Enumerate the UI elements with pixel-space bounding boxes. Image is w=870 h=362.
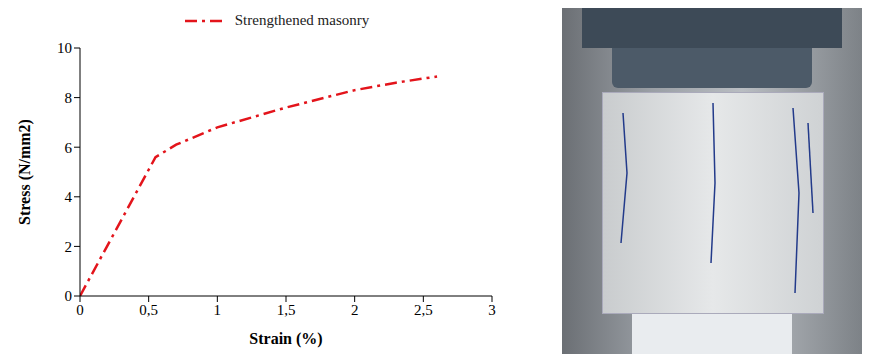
svg-text:0: 0 — [65, 288, 73, 304]
svg-text:6: 6 — [65, 140, 73, 156]
html-text:Strengthened masonry: Strengthened masonry — [234, 12, 370, 28]
svg-text:0: 0 — [76, 302, 84, 318]
svg-text:2,5: 2,5 — [414, 302, 433, 318]
svg-text:4: 4 — [65, 189, 73, 205]
svg-text:3: 3 — [488, 302, 496, 318]
svg-text:2: 2 — [65, 239, 73, 255]
svg-text:2: 2 — [351, 302, 359, 318]
svg-text:8: 8 — [65, 90, 73, 106]
svg-text:Stress (N/mm2): Stress (N/mm2) — [16, 119, 34, 225]
svg-text:0,5: 0,5 — [139, 302, 158, 318]
svg-text:10: 10 — [57, 40, 72, 56]
svg-text:Strain (%): Strain (%) — [249, 330, 322, 348]
svg-text:1: 1 — [214, 302, 222, 318]
svg-text:1,5: 1,5 — [277, 302, 296, 318]
